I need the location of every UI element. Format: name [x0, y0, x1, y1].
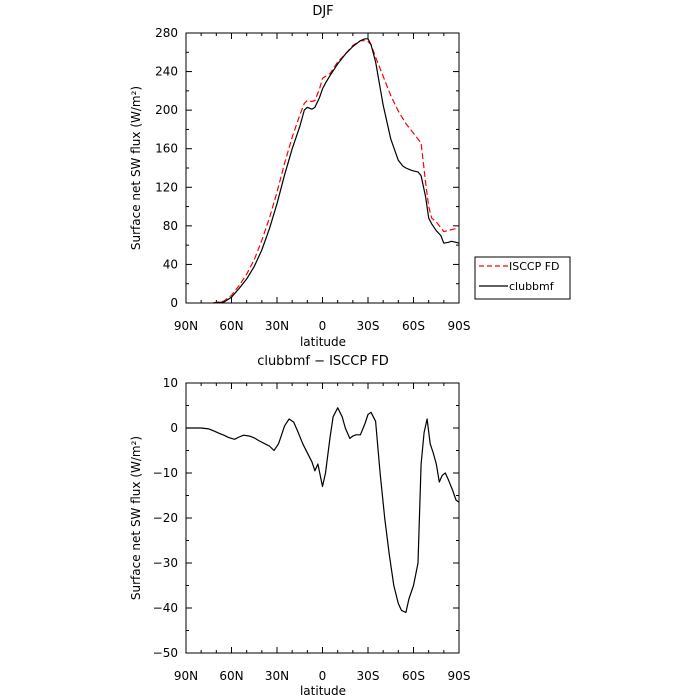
- top-y-tick-label: 80: [163, 219, 178, 233]
- top-plot-frame: [185, 32, 460, 304]
- bottom-x-tick-label: 90S: [448, 669, 471, 683]
- top-y-tick-label: 280: [155, 26, 178, 40]
- top-x-tick-label: 60N: [219, 319, 243, 333]
- legend-label-isccp: ISCCP FD: [509, 260, 560, 273]
- bottom-y-tick-label: −30: [153, 556, 178, 570]
- top-y-tick-label: 0: [170, 296, 178, 310]
- bottom-x-ticks: 90N 60N 30N 0 30S 60S 90S: [174, 383, 471, 683]
- top-x-axis-label: latitude: [300, 335, 346, 349]
- bottom-y-tick-label: 10: [163, 376, 178, 390]
- top-title: DJF: [312, 4, 333, 19]
- bottom-y-tick-label: 0: [170, 421, 178, 435]
- bottom-series-lines: [186, 407, 460, 614]
- legend-label-clubbmf: clubbmf: [509, 280, 555, 293]
- bottom-plot-frame: [185, 382, 460, 654]
- bottom-panel: clubbmf − ISCCP FD 90N 60N 30N 0 30S 60S 90S −…: [129, 354, 470, 698]
- bottom-x-tick-label: 0: [319, 669, 327, 683]
- bottom-x-axis-label: latitude: [300, 684, 346, 698]
- top-x-tick-label: 90N: [174, 319, 198, 333]
- bottom-x-tick-label: 60S: [402, 669, 425, 683]
- top-y-tick-label: 200: [155, 103, 178, 117]
- top-y-ticks: 0 40 80 120 160 200 240 280: [155, 26, 459, 310]
- top-y-axis-label: Surface net SW flux (W/m²): [129, 86, 143, 250]
- top-y-tick-label: 160: [155, 142, 178, 156]
- top-x-tick-label: 30N: [265, 319, 289, 333]
- top-x-tick-label: 0: [319, 319, 327, 333]
- bottom-title: clubbmf − ISCCP FD: [257, 354, 389, 369]
- top-series-line-clubbmf: [213, 38, 460, 304]
- bottom-y-tick-label: −50: [153, 646, 178, 660]
- top-y-tick-label: 40: [163, 257, 178, 271]
- bottom-x-tick-label: 30S: [357, 669, 380, 683]
- top-x-tick-label: 60S: [402, 319, 425, 333]
- top-x-ticks: 90N 60N 30N 0 30S 60S 90S: [174, 33, 471, 333]
- legend-box: [474, 256, 571, 300]
- top-y-tick-label: 240: [155, 65, 178, 79]
- top-x-tick-label: 30S: [357, 319, 380, 333]
- bottom-x-tick-label: 90N: [174, 669, 198, 683]
- top-x-tick-label: 90S: [448, 319, 471, 333]
- bottom-x-tick-label: 60N: [219, 669, 243, 683]
- bottom-y-ticks: −50 −40 −30 −20 −10 0 10: [153, 376, 459, 660]
- bottom-y-tick-label: −40: [153, 601, 178, 615]
- bottom-x-tick-label: 30N: [265, 669, 289, 683]
- legend: ISCCP FD clubbmf: [474, 256, 571, 300]
- top-y-tick-label: 120: [155, 180, 178, 194]
- top-series-line-isccp-fd: [213, 40, 460, 304]
- bottom-y-axis-label: Surface net SW flux (W/m²): [129, 436, 143, 600]
- top-series-lines: [213, 38, 460, 304]
- bottom-series-line-difference-0: [186, 407, 460, 614]
- bottom-y-tick-label: −20: [153, 511, 178, 525]
- bottom-y-tick-label: −10: [153, 466, 178, 480]
- top-panel: DJF 90N 60N 30N 0 30S 60S 90S 0 40 80 120 160 200 24…: [129, 4, 571, 349]
